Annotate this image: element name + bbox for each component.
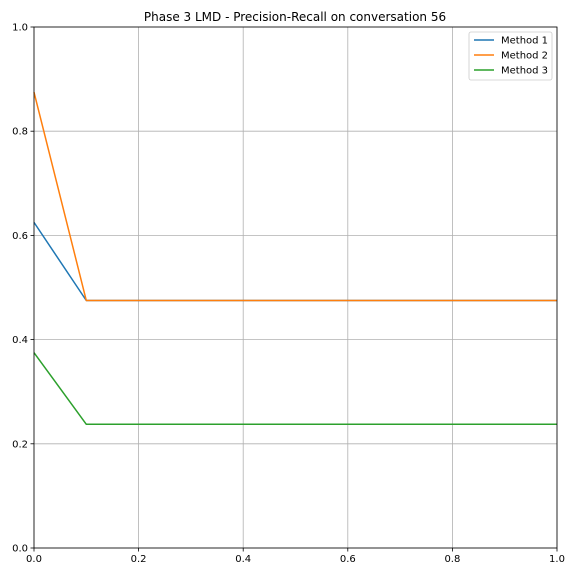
legend: Method 1 Method 2 Method 3: [468, 31, 553, 81]
x-tick-label: 1.0: [549, 554, 565, 565]
y-tick-label: 0.8: [12, 127, 28, 138]
x-tick-label: 0.2: [131, 554, 147, 565]
grid: [33, 26, 558, 549]
chart-title: Phase 3 LMD - Precision-Recall on conver…: [144, 10, 446, 24]
legend-label-method-3: Method 3: [501, 66, 548, 77]
y-tick-label: 0.0: [12, 544, 28, 555]
series-line-method-2: [33, 91, 557, 302]
series-line-method-1: [33, 221, 557, 302]
x-tick-label: 0.0: [26, 554, 42, 565]
x-tick-label: 0.4: [235, 554, 251, 565]
legend-box: [468, 31, 553, 81]
legend-label-method-1: Method 1: [501, 36, 548, 47]
series-line-method-3: [33, 352, 557, 426]
y-tick-label: 0.4: [12, 335, 28, 346]
y-tick-label: 0.6: [12, 231, 28, 242]
legend-label-method-2: Method 2: [501, 51, 548, 62]
x-tick-label: 0.8: [444, 554, 460, 565]
x-tick-label: 0.6: [340, 554, 356, 565]
plot-frame: [33, 26, 558, 549]
series-lines: [33, 91, 557, 426]
y-axis-ticks: 0.0 0.2 0.4 0.6 0.8 1.0: [12, 23, 34, 555]
y-tick-label: 0.2: [12, 439, 28, 450]
y-tick-label: 1.0: [12, 23, 28, 34]
x-axis-ticks: 0.0 0.2 0.4 0.6 0.8 1.0: [26, 548, 565, 565]
